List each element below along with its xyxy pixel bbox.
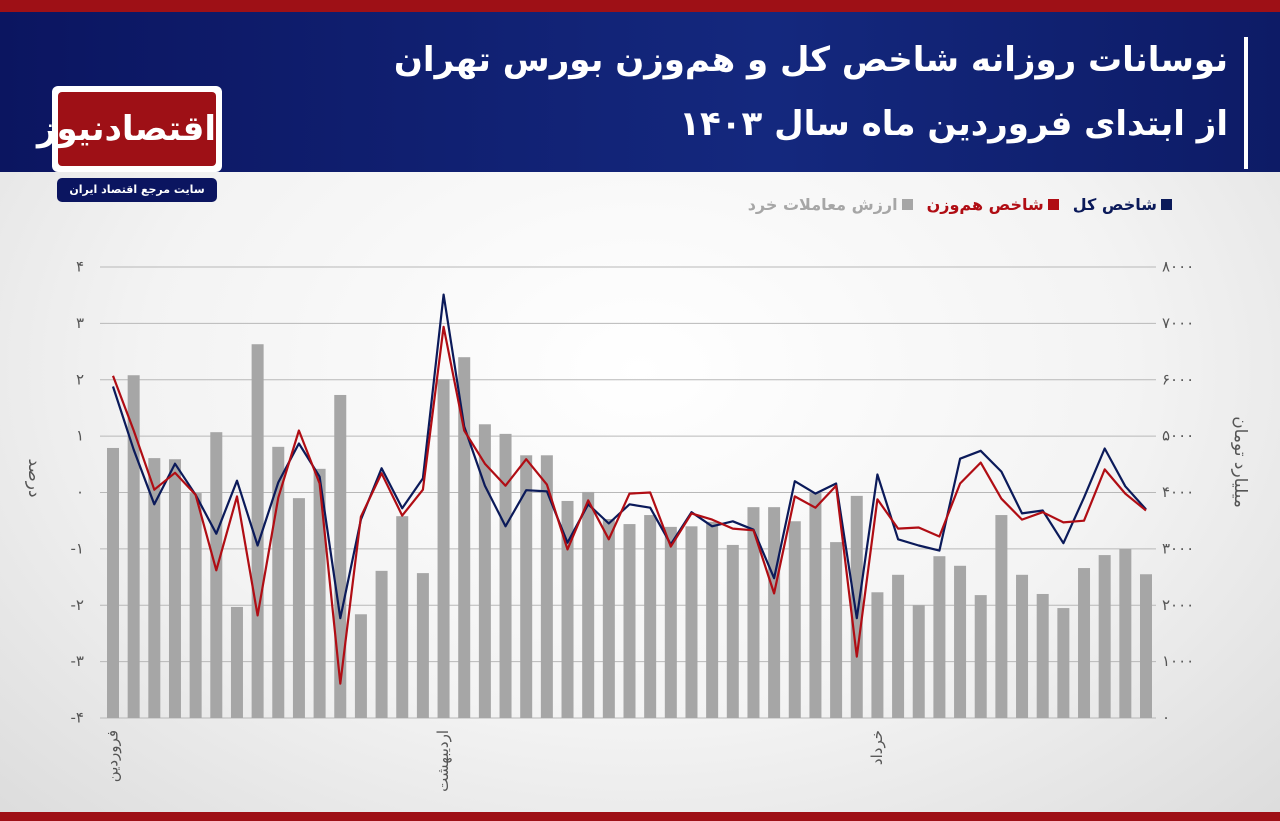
bar: [210, 432, 223, 718]
tagline: سایت مرجع اقتصاد ایران: [57, 178, 217, 202]
x-tick-label: خرداد: [868, 730, 886, 765]
x-tick-label: اردیبهشت: [434, 730, 452, 792]
bar: [809, 493, 822, 718]
bar: [520, 455, 533, 718]
bar: [974, 595, 987, 718]
y2-tick-label: ۱۰۰۰: [1162, 652, 1194, 670]
y-tick-label: ۰: [76, 483, 84, 501]
y2-tick-label: ۴۰۰۰: [1162, 483, 1194, 501]
bar: [168, 459, 181, 718]
bar: [995, 515, 1008, 718]
y-tick-label: ۱: [76, 427, 84, 445]
legend: شاخص کل شاخص هم‌وزن ارزش معاملات خرد: [748, 195, 1172, 214]
y2-tick-label: ۶۰۰۰: [1162, 370, 1194, 388]
bar: [107, 447, 119, 718]
bar: [478, 424, 491, 718]
legend-item: شاخص کل: [1073, 195, 1172, 214]
top-strip: [0, 0, 1280, 12]
bar: [1057, 608, 1070, 718]
bar: [540, 455, 553, 718]
bar: [850, 495, 863, 718]
bar: [602, 518, 615, 718]
bottom-strip: [0, 812, 1280, 821]
divider: [1244, 37, 1248, 169]
y-tick-label: -۲: [71, 596, 84, 614]
y-axis-title: درصد: [24, 458, 44, 497]
bar: [292, 498, 305, 718]
bar: [871, 592, 884, 718]
bar: [706, 521, 719, 718]
bar: [189, 493, 202, 718]
legend-item: ارزش معاملات خرد: [748, 195, 913, 214]
bar: [954, 565, 967, 718]
bar: [458, 357, 471, 718]
bar: [313, 468, 326, 718]
x-tick-label: فروردین: [104, 730, 122, 782]
bar: [830, 542, 843, 718]
bar: [1140, 574, 1152, 718]
bar: [644, 515, 657, 718]
bar: [437, 379, 450, 718]
y2-tick-label: ۸۰۰۰: [1162, 258, 1194, 276]
title: نوسانات روزانه شاخص کل و هم‌وزن بورس تهر…: [393, 40, 1228, 80]
y2-axis-title: میلیارد تومان: [1230, 416, 1250, 508]
y-tick-label: -۱: [71, 539, 84, 557]
subtitle: از ابتدای فروردین ماه سال ۱۴۰۳: [679, 104, 1228, 144]
y2-tick-label: ۵۰۰۰: [1162, 427, 1194, 445]
bar: [582, 491, 595, 718]
line: [111, 325, 1147, 685]
bar: [334, 394, 347, 718]
bar: [416, 573, 429, 718]
bar: [788, 521, 801, 718]
bar: [912, 605, 925, 718]
y-tick-label: -۳: [71, 652, 84, 670]
legend-swatch: [901, 199, 913, 210]
bar: [1036, 593, 1049, 718]
y-tick-label: ۲: [76, 370, 84, 388]
line: [111, 293, 1147, 620]
bar: [354, 614, 367, 718]
bar: [251, 344, 264, 718]
legend-swatch: [1161, 199, 1172, 210]
legend-item: شاخص هم‌وزن: [927, 195, 1059, 214]
bar: [747, 507, 760, 718]
bar: [396, 516, 409, 718]
y-tick-label: -۴: [71, 709, 84, 727]
logo-text: اقتصادنیوز: [37, 92, 216, 166]
bar: [768, 507, 781, 718]
logo: اقتصادنیوز: [37, 86, 222, 172]
legend-label: ارزش معاملات خرد: [747, 195, 898, 214]
bar: [1078, 568, 1091, 718]
bar: [561, 500, 574, 718]
bar: [1016, 574, 1029, 718]
bar: [892, 574, 905, 718]
bar: [375, 570, 388, 718]
bar: [726, 544, 739, 718]
bar: [499, 433, 512, 718]
bar: [664, 526, 677, 718]
legend-label: شاخص کل: [1072, 195, 1157, 214]
y2-tick-label: ۳۰۰۰: [1162, 539, 1194, 557]
y2-tick-label: ۰: [1162, 709, 1170, 727]
bar: [230, 606, 243, 718]
legend-swatch: [1047, 199, 1059, 210]
y2-tick-label: ۲۰۰۰: [1162, 596, 1194, 614]
bar: [148, 458, 161, 718]
bar: [1098, 555, 1111, 718]
legend-label: شاخص هم‌وزن: [926, 195, 1044, 214]
bar: [933, 556, 946, 718]
y2-tick-label: ۷۰۰۰: [1162, 314, 1194, 332]
bar: [127, 375, 140, 718]
bar: [623, 524, 636, 718]
bar: [1119, 548, 1132, 718]
y-tick-label: ۴: [76, 258, 84, 276]
y-tick-label: ۳: [76, 314, 84, 332]
bar: [685, 526, 698, 718]
